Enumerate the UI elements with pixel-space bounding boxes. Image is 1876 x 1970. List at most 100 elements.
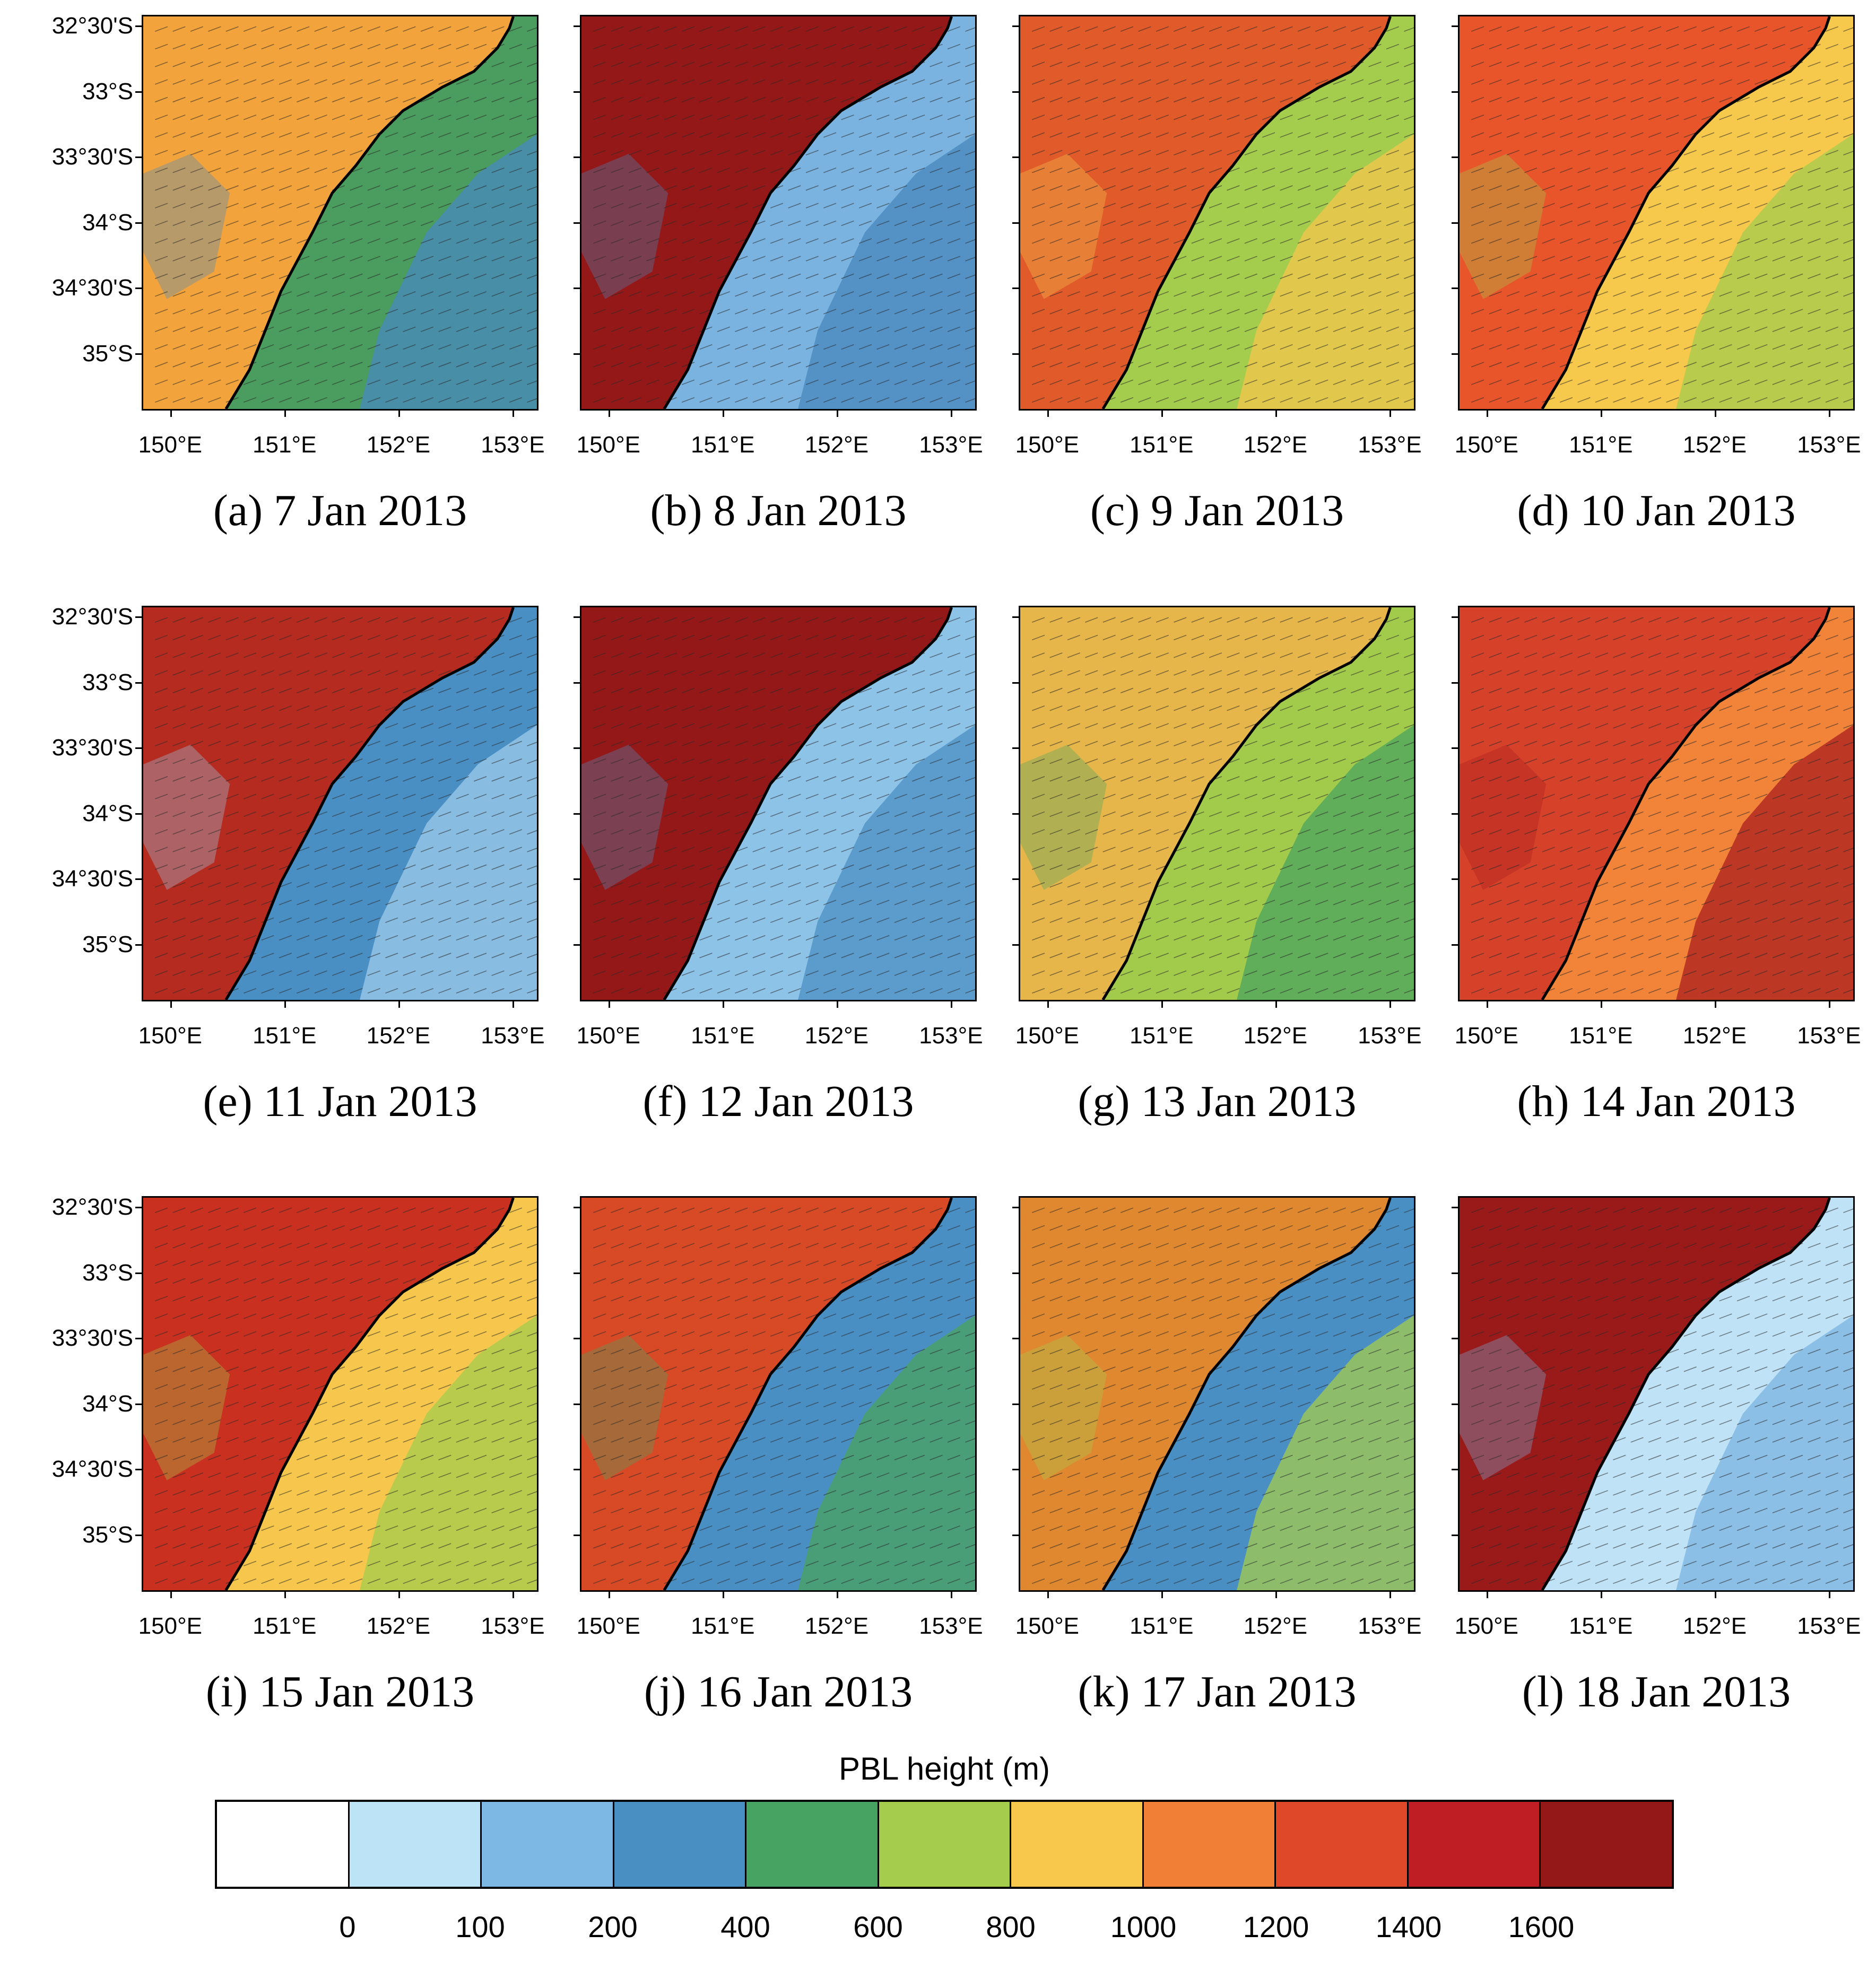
- coastline: [224, 16, 515, 409]
- longitude-label: 153°E: [1797, 1023, 1861, 1049]
- longitude-tick: [170, 411, 172, 417]
- longitude-label: 151°E: [691, 1613, 755, 1639]
- longitude-label: 152°E: [366, 1023, 431, 1049]
- colorbar-swatch: [614, 1802, 747, 1887]
- longitude-label: 150°E: [138, 1613, 203, 1639]
- pbl-field: [1020, 16, 1414, 409]
- latitude-tick: [574, 682, 580, 684]
- latitude-tick: [1012, 944, 1019, 946]
- latitude-tick: [135, 747, 142, 749]
- longitude-tick: [608, 1592, 610, 1598]
- pbl-field: [1020, 607, 1414, 1000]
- longitude-label: 150°E: [576, 1023, 641, 1049]
- coastline: [663, 16, 953, 409]
- longitude-tick: [1601, 1001, 1603, 1008]
- longitude-label: 150°E: [138, 1023, 203, 1049]
- map-panel: [142, 606, 539, 1001]
- latitude-label: 32°30'S: [51, 13, 133, 39]
- latitude-label: 34°S: [82, 1390, 133, 1417]
- longitude-tick: [1714, 411, 1716, 417]
- latitude-label: 35°S: [82, 340, 133, 367]
- latitude-tick: [574, 222, 580, 224]
- latitude-tick: [135, 287, 142, 290]
- colorbar-label: 800: [986, 1910, 1036, 1943]
- longitude-tick: [1275, 1592, 1277, 1598]
- longitude-tick: [1275, 1001, 1277, 1008]
- pbl-field: [143, 16, 537, 409]
- latitude-tick: [135, 25, 142, 27]
- wind-vectors: [154, 617, 537, 994]
- longitude-tick: [608, 1001, 610, 1008]
- longitude-label: 153°E: [1358, 1613, 1422, 1639]
- map-panel: [1019, 606, 1415, 1001]
- longitude-tick: [398, 1592, 400, 1598]
- longitude-label: 151°E: [1569, 432, 1633, 458]
- longitude-label: 151°E: [1130, 432, 1194, 458]
- latitude-tick: [1012, 156, 1019, 159]
- longitude-label: 153°E: [1797, 1613, 1861, 1639]
- colorbar-label: 0: [339, 1910, 356, 1943]
- latitude-tick: [1452, 1272, 1458, 1274]
- colorbar-swatch: [482, 1802, 614, 1887]
- coastline: [224, 607, 515, 1000]
- longitude-label: 153°E: [919, 1023, 983, 1049]
- longitude-tick: [284, 411, 286, 417]
- latitude-tick: [574, 1469, 580, 1471]
- ocean-patch: [1676, 1315, 1853, 1590]
- ocean-patch: [360, 134, 537, 409]
- ocean-patch: [360, 1315, 537, 1590]
- longitude-label: 151°E: [691, 432, 755, 458]
- colorbar: [215, 1800, 1674, 1889]
- longitude-label: 153°E: [481, 1023, 545, 1049]
- latitude-tick: [1012, 616, 1019, 618]
- wind-vectors: [1031, 617, 1414, 994]
- ocean-patch: [1676, 725, 1853, 1000]
- longitude-label: 152°E: [1243, 1613, 1308, 1639]
- colorbar-label: 200: [588, 1910, 638, 1943]
- wind-vectors: [593, 26, 975, 403]
- wind-vectors: [1031, 26, 1414, 403]
- latitude-tick: [1452, 353, 1458, 355]
- longitude-tick: [1829, 1001, 1831, 1008]
- colorbar-label: 1600: [1508, 1910, 1575, 1943]
- latitude-tick: [135, 222, 142, 224]
- longitude-tick: [1047, 411, 1049, 417]
- longitude-label: 150°E: [576, 1613, 641, 1639]
- longitude-tick: [1389, 411, 1392, 417]
- pbl-field: [1460, 607, 1853, 1000]
- longitude-tick: [1829, 411, 1831, 417]
- longitude-label: 151°E: [691, 1023, 755, 1049]
- latitude-tick: [1012, 1534, 1019, 1536]
- latitude-tick: [1012, 287, 1019, 290]
- latitude-tick: [574, 1272, 580, 1274]
- longitude-label: 152°E: [1243, 432, 1308, 458]
- latitude-tick: [135, 1338, 142, 1340]
- latitude-tick: [574, 1338, 580, 1340]
- ocean-patch: [1237, 725, 1414, 1000]
- latitude-label: 34°S: [82, 209, 133, 236]
- longitude-label: 151°E: [253, 1613, 317, 1639]
- map-panel: [580, 15, 977, 411]
- latitude-tick: [1012, 91, 1019, 93]
- longitude-tick: [1047, 1592, 1049, 1598]
- longitude-tick: [1486, 1001, 1488, 1008]
- latitude-tick: [135, 1534, 142, 1536]
- latitude-label: 33°30'S: [51, 1325, 133, 1352]
- latitude-tick: [1012, 1469, 1019, 1471]
- latitude-tick: [1012, 747, 1019, 749]
- colorbar-label: 400: [720, 1910, 770, 1943]
- latitude-tick: [135, 1469, 142, 1471]
- coastline: [1541, 16, 1831, 409]
- longitude-label: 152°E: [804, 1613, 869, 1639]
- longitude-label: 153°E: [919, 432, 983, 458]
- latitude-tick: [1452, 1338, 1458, 1340]
- colorbar-swatch: [217, 1802, 350, 1887]
- map-panel: [142, 1196, 539, 1592]
- panel-caption: (j) 16 Jan 2013: [644, 1667, 913, 1716]
- latitude-tick: [574, 1207, 580, 1208]
- longitude-label: 150°E: [1454, 1613, 1519, 1639]
- longitude-tick: [1601, 1592, 1603, 1598]
- latitude-tick: [574, 156, 580, 159]
- panel-caption: (a) 7 Jan 2013: [213, 486, 467, 535]
- longitude-tick: [1161, 411, 1163, 417]
